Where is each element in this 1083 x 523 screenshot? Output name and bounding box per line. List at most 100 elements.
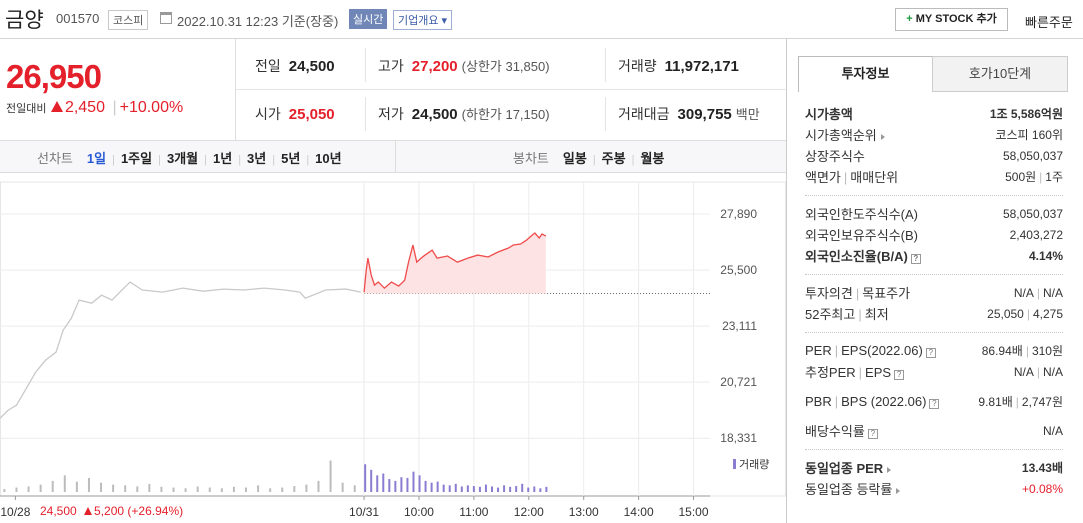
- volume-bar: [430, 482, 433, 492]
- info-value: 1조 5,586억원: [990, 105, 1063, 122]
- volume-bar: [160, 486, 163, 492]
- divider: [235, 39, 236, 140]
- volume-bar: [388, 479, 391, 492]
- tab[interactable]: 호가10단계: [932, 56, 1068, 92]
- help-icon[interactable]: ?: [910, 254, 921, 264]
- value-text: N/A: [1013, 285, 1034, 300]
- volume-bar: [442, 484, 445, 492]
- volume-bar: [245, 487, 248, 492]
- info-label: 배당수익률?: [805, 421, 878, 440]
- volume-bar: [527, 487, 530, 492]
- stat-value: 27,200: [411, 58, 458, 75]
- arrow-icon[interactable]: [896, 488, 901, 494]
- volume-bar: [293, 486, 296, 492]
- x-tick-label: 10/28: [0, 505, 30, 519]
- market-badge: 코스피: [108, 10, 149, 30]
- stat-label: 시가: [255, 106, 281, 122]
- label-text: 외국인소진율(B/A): [805, 249, 908, 264]
- value-text: 9.81배: [978, 394, 1013, 409]
- info-label: 상장주식수: [805, 146, 865, 165]
- info-row: 추정PER | EPS? N/A | N/A: [805, 361, 1063, 382]
- info-row: 외국인한도주식수(A) 58,050,037: [805, 203, 1063, 224]
- my-stock-text[interactable]: MY STOCK 추가: [915, 13, 997, 25]
- info-label: 시가총액: [805, 104, 853, 123]
- tab-separator: |: [158, 154, 161, 166]
- arrow-icon[interactable]: [887, 467, 892, 473]
- tab-active[interactable]: 투자정보: [798, 56, 933, 92]
- divider: [605, 48, 606, 82]
- quick-order[interactable]: 빠른주문: [1025, 15, 1073, 30]
- info-label: 동일업종 PER: [805, 458, 892, 477]
- period-tab[interactable]: 3년: [247, 151, 267, 166]
- company-info-button[interactable]: 기업개요 ▾: [393, 10, 453, 30]
- company-info-text[interactable]: 기업개요: [398, 15, 439, 27]
- stat-cell: 거래량 11,972,171: [618, 56, 739, 76]
- change-value: 2,450: [64, 99, 105, 116]
- my-stock-button[interactable]: + MY STOCK 추가: [895, 8, 1008, 31]
- label-text: EPS(2022.06): [841, 343, 923, 358]
- period-tab[interactable]: 주봉: [601, 151, 626, 166]
- current-price: 26,950: [6, 58, 102, 95]
- stat-cell: 전일 24,500: [255, 56, 335, 76]
- change-label: 전일대비: [6, 103, 47, 115]
- timestamp: 2022.10.31 12:23 기준(장중): [177, 14, 339, 29]
- period-tab[interactable]: 1주일: [120, 151, 153, 166]
- info-row: 외국인소진율(B/A)? 4.14%: [805, 245, 1063, 266]
- help-icon[interactable]: ?: [925, 348, 936, 358]
- separator: |: [834, 393, 839, 409]
- separator: |: [843, 170, 848, 185]
- period-tab[interactable]: 10년: [315, 151, 342, 166]
- period-tab[interactable]: 1년: [212, 151, 233, 166]
- separator: |: [1036, 364, 1040, 379]
- up-arrow: [84, 507, 93, 515]
- info-row: 외국인보유주식수(B) 2,403,272: [805, 224, 1063, 245]
- info-label: PBR | BPS (2022.06)?: [805, 393, 940, 409]
- stat-value: 25,050: [288, 106, 335, 123]
- volume-bar: [232, 486, 235, 492]
- volume-bar: [466, 485, 469, 492]
- x-tick-label: 11:00: [459, 505, 488, 519]
- prev-day-summary: 24,500 5,200 (+26.94%): [40, 504, 183, 518]
- help-icon[interactable]: ?: [867, 429, 878, 439]
- price-chart: 18,331 20,721 23,111 25,500 27,890 10/28 10/31…: [0, 181, 786, 519]
- info-label: 액면가 | 매매단위: [805, 167, 898, 186]
- separator: |: [1039, 170, 1043, 184]
- info-row: 동일업종 등락률 +0.08%: [805, 478, 1063, 499]
- value-text: 1주: [1045, 170, 1063, 184]
- period-tab[interactable]: 3개월: [166, 151, 199, 166]
- info-value: 25,050 | 4,275: [987, 307, 1063, 321]
- x-tick-label: 10/31: [349, 505, 379, 519]
- period-tab[interactable]: 5년: [281, 151, 301, 166]
- info-value: 500원 | 1주: [1005, 168, 1063, 185]
- info-row: 배당수익률? N/A: [805, 420, 1063, 441]
- prev-rate: (+26.94%): [127, 504, 184, 518]
- stat-label: 전일: [255, 58, 281, 74]
- value-text: 2,747원: [1021, 394, 1063, 409]
- value-text: 500원: [1005, 170, 1037, 184]
- change-rate: +10.00%: [119, 99, 184, 116]
- value-text: 코스피 160위: [995, 128, 1063, 142]
- info-value: 86.94배 | 310원: [982, 342, 1063, 359]
- period-tab[interactable]: 월봉: [640, 151, 665, 166]
- period-tab[interactable]: 1일: [86, 151, 107, 166]
- value-text: 2,403,272: [1009, 227, 1063, 242]
- help-icon[interactable]: ?: [894, 370, 905, 380]
- price-line: [363, 232, 547, 293]
- period-tab[interactable]: 일봉: [562, 151, 587, 166]
- x-tick-label: 10:00: [404, 505, 434, 519]
- volume-bar: [305, 484, 308, 492]
- label-text: 52주최고: [805, 307, 856, 322]
- stat-value: 11,972,171: [664, 58, 739, 75]
- prev-change: 5,200: [94, 504, 125, 518]
- arrow-icon[interactable]: [880, 134, 885, 140]
- help-icon[interactable]: ?: [929, 398, 940, 409]
- stat-cell: 고가 27,200 (상한가 31,850): [378, 56, 550, 76]
- value-text: 86.94배: [981, 344, 1023, 358]
- volume-bar: [539, 488, 542, 492]
- divider: [365, 97, 366, 131]
- tab-row: 선차트 1일 | 1주일 | 3개월 | 1년 | 3년 | 5년 | 10년: [37, 148, 342, 168]
- info-value: 9.81배 | 2,747원: [978, 393, 1063, 410]
- panel-divider: [786, 39, 787, 523]
- volume-bar: [418, 475, 421, 492]
- label-text: 시가총액순위: [805, 128, 877, 143]
